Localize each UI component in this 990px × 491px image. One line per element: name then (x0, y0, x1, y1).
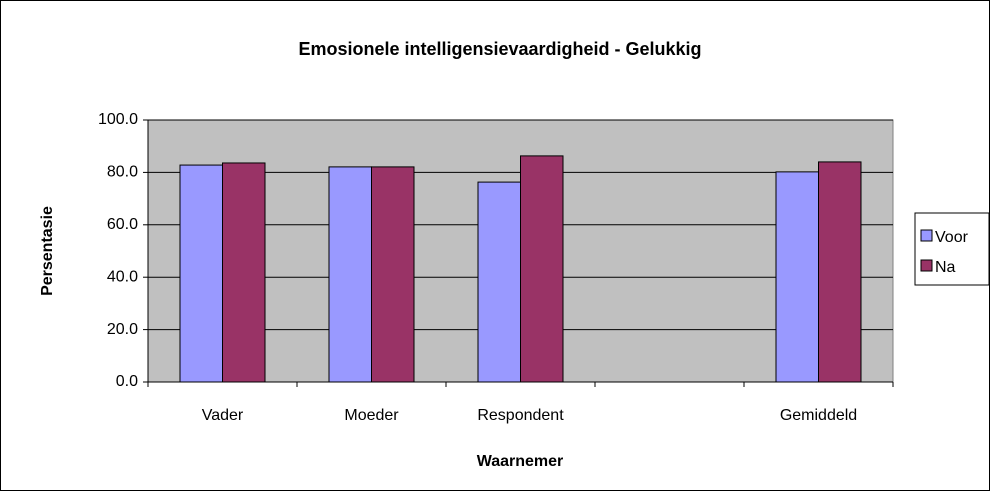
y-tick-label: 60.0 (107, 216, 138, 233)
x-tick-label: Gemiddeld (780, 407, 857, 424)
y-tick-label: 20.0 (107, 321, 138, 338)
x-tick-label: Vader (202, 407, 244, 424)
bar (818, 161, 862, 383)
bar (371, 166, 415, 383)
legend-swatch (920, 259, 933, 272)
x-tick-label: Moeder (344, 407, 399, 424)
bar (179, 164, 223, 383)
x-axis-label: Waarnemer (477, 453, 564, 470)
bar (328, 166, 372, 383)
legend-label: Voor (935, 229, 969, 246)
y-tick-label: 40.0 (107, 268, 138, 285)
bar (775, 171, 819, 383)
y-tick-label: 0.0 (116, 373, 138, 390)
y-tick-label: 100.0 (98, 111, 138, 128)
bar (520, 155, 564, 383)
bar (477, 181, 521, 383)
legend-swatch (920, 229, 933, 242)
legend-label: Na (935, 259, 956, 276)
legend-box (914, 212, 990, 286)
bar (222, 162, 266, 383)
y-tick-label: 80.0 (107, 164, 138, 181)
chart-title: Emosionele intelligensievaardigheid - Ge… (298, 39, 701, 59)
x-tick-label: Respondent (477, 407, 564, 424)
y-axis-label: Persentasie (39, 206, 56, 296)
